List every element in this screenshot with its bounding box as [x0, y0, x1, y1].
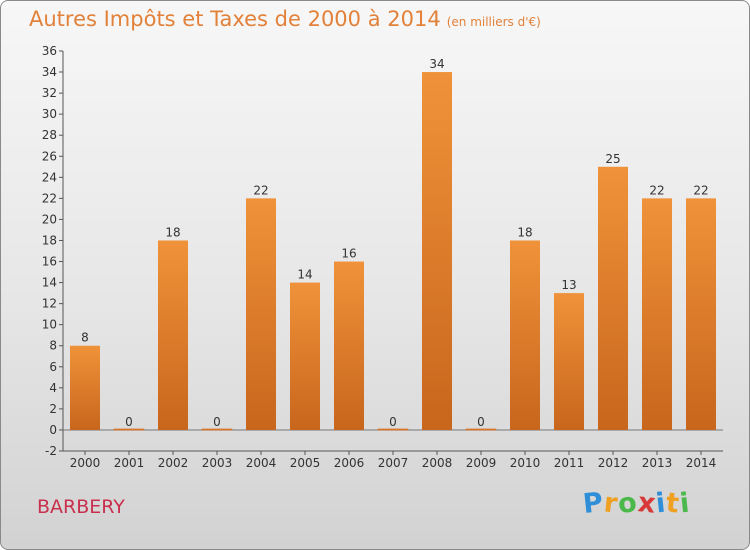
- x-tick-label-2004: 2004: [246, 456, 277, 470]
- data-label-2010: 18: [517, 225, 532, 239]
- data-label-2007: 0: [389, 415, 397, 429]
- data-label-2008: 34: [429, 57, 444, 71]
- y-tick-label: 34: [42, 65, 57, 79]
- y-tick-label: 14: [42, 276, 57, 290]
- y-tick-label: 8: [49, 339, 57, 353]
- bar-2007: [377, 428, 409, 431]
- x-tick-label-2000: 2000: [70, 456, 101, 470]
- bar-2000: [70, 345, 100, 430]
- y-tick-label: 20: [42, 212, 57, 226]
- data-label-2003: 0: [213, 415, 221, 429]
- data-label-2014: 22: [693, 183, 708, 197]
- data-label-2011: 13: [561, 278, 576, 292]
- data-label-2004: 22: [253, 183, 268, 197]
- proxiti-logo: Proxiti: [581, 487, 693, 520]
- bar-2005: [290, 282, 320, 430]
- x-tick-label-2002: 2002: [158, 456, 189, 470]
- y-tick-label: 16: [42, 255, 57, 269]
- bar-2004: [246, 198, 276, 430]
- commune-name: BARBERY: [37, 496, 125, 518]
- y-tick-label: 18: [42, 233, 57, 247]
- x-tick-label-2007: 2007: [378, 456, 409, 470]
- data-label-2012: 25: [605, 152, 620, 166]
- y-tick-label: -2: [45, 444, 57, 458]
- data-label-2006: 16: [341, 247, 356, 261]
- bar-2008: [422, 72, 452, 430]
- x-tick-label-2013: 2013: [642, 456, 673, 470]
- data-label-2002: 18: [165, 225, 180, 239]
- x-tick-label-2008: 2008: [422, 456, 453, 470]
- x-tick-label-2012: 2012: [598, 456, 629, 470]
- bar-2006: [334, 261, 364, 430]
- data-label-2001: 0: [125, 415, 133, 429]
- y-tick-label: 32: [42, 86, 57, 100]
- y-tick-label: 6: [49, 360, 57, 374]
- x-tick-label-2014: 2014: [686, 456, 717, 470]
- x-tick-label-2001: 2001: [114, 456, 145, 470]
- chart-title: Autres Impôts et Taxes de 2000 à 2014 (en…: [29, 7, 541, 31]
- data-label-2005: 14: [297, 268, 312, 282]
- bar-2013: [642, 198, 672, 430]
- bar-2012: [598, 166, 628, 430]
- y-tick-label: 2: [49, 402, 57, 416]
- data-label-2013: 22: [649, 183, 664, 197]
- bar-2014: [686, 198, 716, 430]
- y-tick-label: 24: [42, 170, 57, 184]
- bar-2001: [113, 428, 145, 431]
- x-tick-label-2005: 2005: [290, 456, 321, 470]
- y-tick-label: 4: [49, 381, 57, 395]
- chart-subtitle: (en milliers d'€): [446, 15, 541, 29]
- x-tick-label-2006: 2006: [334, 456, 365, 470]
- x-tick-label-2003: 2003: [202, 456, 233, 470]
- y-tick-label: 26: [42, 149, 57, 163]
- chart-title-text: Autres Impôts et Taxes de 2000 à 2014: [29, 7, 441, 31]
- bar-2011: [554, 293, 584, 430]
- x-tick-label-2011: 2011: [554, 456, 585, 470]
- bar-2010: [510, 240, 540, 430]
- logo-letter: i: [678, 487, 693, 520]
- y-tick-label: 12: [42, 297, 57, 311]
- x-tick-label-2009: 2009: [466, 456, 497, 470]
- y-tick-label: 22: [42, 191, 57, 205]
- y-tick-label: 30: [42, 107, 57, 121]
- bar-2003: [201, 428, 233, 431]
- y-tick-label: 36: [42, 44, 57, 58]
- y-tick-label: 10: [42, 318, 57, 332]
- bar-2009: [465, 428, 497, 431]
- y-tick-label: 0: [49, 423, 57, 437]
- bar-2002: [158, 240, 188, 430]
- data-label-2009: 0: [477, 415, 485, 429]
- x-tick-label-2010: 2010: [510, 456, 541, 470]
- y-tick-label: 28: [42, 128, 57, 142]
- data-label-2000: 8: [81, 331, 89, 345]
